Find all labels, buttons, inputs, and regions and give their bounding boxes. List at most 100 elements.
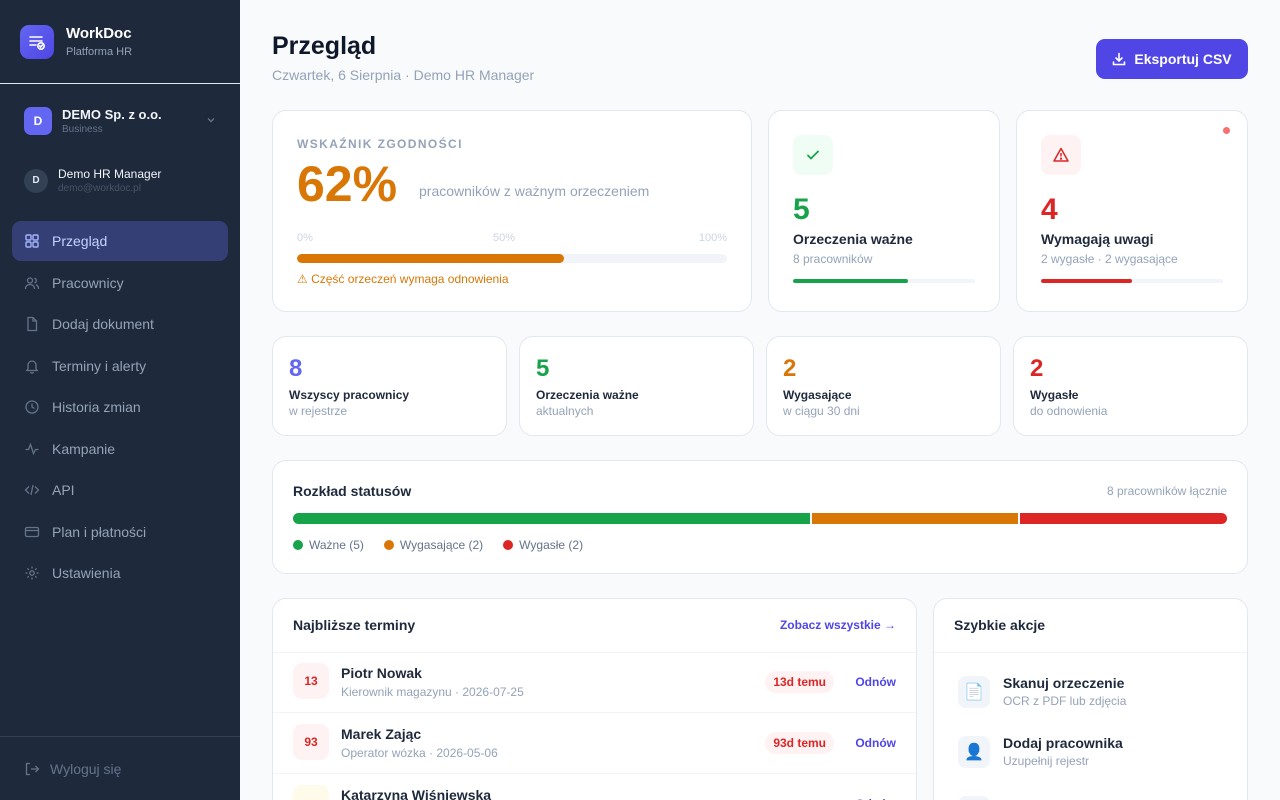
scan-document-icon: 📄	[958, 676, 990, 708]
logout-button[interactable]: Wyloguj się	[0, 736, 240, 800]
stat-number: 4	[1041, 193, 1058, 226]
stat-label: Wygasające	[783, 388, 852, 402]
table-row[interactable]: 93 Marek Zając Operator wózka · 2026-05-…	[273, 713, 916, 774]
sidebar-item-pracownicy[interactable]: Pracownicy	[12, 263, 228, 303]
valid-certificates-card[interactable]: 5 Orzeczenia ważne 8 pracowników	[768, 110, 1000, 312]
sidebar-item-label: API	[52, 482, 75, 498]
brand-title: WorkDoc	[66, 25, 132, 42]
sidebar-item-plan[interactable]: Plan i płatności	[12, 512, 228, 552]
distribution-segment-expiring	[811, 513, 1019, 524]
table-row[interactable]: Katarzyna Wiśniewska Odnów	[273, 774, 916, 800]
org-plan: Business	[62, 124, 103, 135]
brand[interactable]: WorkDoc Platforma HR	[0, 0, 240, 84]
stat-number: 5	[793, 193, 810, 226]
status-badge: 13d temu	[765, 671, 834, 693]
sidebar-item-label: Przegląd	[52, 233, 108, 249]
stat-progress-fill	[793, 279, 908, 283]
legend-dot	[293, 540, 303, 550]
quick-action-add-employee[interactable]: 👤 Dodaj pracownika Uzupełnij rejestr	[958, 731, 1228, 775]
sidebar-item-terminy[interactable]: Terminy i alerty	[12, 346, 228, 386]
export-csv-button[interactable]: Eksportuj CSV	[1096, 39, 1248, 79]
user-profile[interactable]: D Demo HR Manager demo@workdoc.pl	[24, 167, 220, 194]
alert-dot	[1223, 127, 1230, 134]
stat-label: Orzeczenia ważne	[793, 231, 913, 247]
download-icon	[1113, 52, 1126, 66]
renew-button[interactable]: Odnów	[855, 797, 896, 800]
status-badge: 93d temu	[765, 732, 834, 754]
see-all-link[interactable]: Zobacz wszystkie →	[779, 618, 896, 632]
gear-icon	[24, 565, 40, 581]
sidebar-item-label: Pracownicy	[52, 274, 124, 291]
legend-label: Wygasłe (2)	[519, 538, 584, 552]
page-subtitle: Czwartek, 6 Sierpnia · Demo HR Manager	[272, 67, 535, 83]
org-avatar: D	[24, 107, 52, 135]
logout-icon	[24, 761, 40, 777]
quick-action-upload[interactable]	[958, 791, 1228, 800]
user-email: demo@workdoc.pl	[58, 183, 141, 194]
distribution-total: 8 pracowników łącznie	[1106, 484, 1227, 498]
distribution-bar	[293, 513, 1228, 524]
document-icon	[24, 316, 40, 332]
legend-item: Ważne (5)	[293, 538, 364, 552]
status-distribution-card: Rozkład statusów 8 pracowników łącznie W…	[272, 460, 1248, 574]
compliance-card: WSKAŹNIK ZGODNOŚCI 62% pracowników z waż…	[272, 110, 752, 312]
upload-icon	[958, 796, 990, 800]
quick-actions-panel: Szybkie akcje 📄 Skanuj orzeczenie OCR z …	[933, 598, 1248, 800]
divider	[273, 652, 916, 653]
stat-sub: 8 pracowników	[793, 252, 873, 266]
mini-stat-expiring[interactable]: 2 Wygasające w ciągu 30 dni	[766, 336, 1001, 436]
sidebar-item-label: Kampanie	[52, 440, 116, 457]
sidebar-item-api[interactable]: API	[12, 470, 228, 510]
logout-label: Wyloguj się	[50, 760, 122, 777]
distribution-title: Rozkład statusów	[293, 483, 412, 499]
credit-card-icon	[24, 524, 40, 540]
sidebar-item-historia[interactable]: Historia zmian	[12, 387, 228, 427]
quick-action-scan[interactable]: 📄 Skanuj orzeczenie OCR z PDF lub zdjęci…	[958, 671, 1228, 715]
stat-label: Orzeczenia ważne	[536, 388, 639, 402]
stat-number: 2	[1030, 355, 1044, 382]
renew-button[interactable]: Odnów	[855, 736, 896, 750]
person-icon: 👤	[958, 736, 990, 768]
main-content: Przegląd Czwartek, 6 Sierpnia · Demo HR …	[240, 0, 1280, 800]
mini-stat-all-employees[interactable]: 8 Wszyscy pracownicy w rejestrze	[272, 336, 507, 436]
distribution-legend: Ważne (5) Wygasające (2) Wygasłe (2)	[293, 538, 603, 552]
mini-stat-valid[interactable]: 5 Orzeczenia ważne aktualnych	[519, 336, 754, 436]
avatar: D	[24, 168, 48, 193]
quick-actions-title: Szybkie akcje	[954, 617, 1046, 633]
sidebar-item-ustawienia[interactable]: Ustawienia	[12, 553, 228, 593]
days-badge	[293, 785, 329, 800]
stat-number: 5	[536, 355, 550, 382]
employee-name: Piotr Nowak	[341, 665, 422, 681]
code-icon	[24, 482, 40, 498]
quick-action-title: Dodaj pracownika	[1003, 735, 1123, 751]
employee-name: Katarzyna Wiśniewska	[341, 787, 492, 800]
stat-number: 2	[783, 355, 797, 382]
sidebar-item-dodaj-dokument[interactable]: Dodaj dokument	[12, 304, 228, 344]
sidebar-item-kampanie[interactable]: Kampanie	[12, 429, 228, 469]
compliance-progress-bar	[297, 254, 727, 263]
scale-tick: 0%	[297, 232, 313, 244]
org-switcher[interactable]: D DEMO Sp. z o.o. Business	[24, 104, 220, 138]
sidebar-item-przeglad[interactable]: Przegląd	[12, 221, 228, 261]
stat-label: Wszyscy pracownicy	[289, 388, 410, 402]
stat-sub: 2 wygasłe · 2 wygasające	[1041, 252, 1178, 266]
stat-number: 8	[289, 355, 303, 382]
users-icon	[24, 275, 40, 291]
compliance-value: 62%	[297, 156, 398, 212]
stat-label: Wymagają uwagi	[1041, 231, 1154, 247]
org-name: DEMO Sp. z o.o.	[62, 107, 162, 122]
stat-progress-fill	[1041, 279, 1132, 283]
mini-stat-expired[interactable]: 2 Wygasłe do odnowienia	[1013, 336, 1248, 436]
page-title: Przegląd	[272, 32, 377, 60]
renew-button[interactable]: Odnów	[855, 675, 896, 689]
chevron-down-icon	[206, 115, 216, 128]
legend-label: Ważne (5)	[309, 538, 364, 552]
stat-progress-bar	[1041, 279, 1223, 283]
compliance-description: pracowników z ważnym orzeczeniem	[419, 183, 650, 199]
clock-icon	[24, 399, 40, 415]
sidebar-nav: Przegląd Pracownicy Dodaj dokument Termi…	[12, 221, 228, 595]
attention-card[interactable]: 4 Wymagają uwagi 2 wygasłe · 2 wygasając…	[1016, 110, 1248, 312]
table-row[interactable]: 13 Piotr Nowak Kierownik magazynu · 2026…	[273, 652, 916, 713]
quick-action-title: Skanuj orzeczenie	[1003, 675, 1125, 691]
sidebar-item-label: Terminy i alerty	[52, 357, 147, 374]
